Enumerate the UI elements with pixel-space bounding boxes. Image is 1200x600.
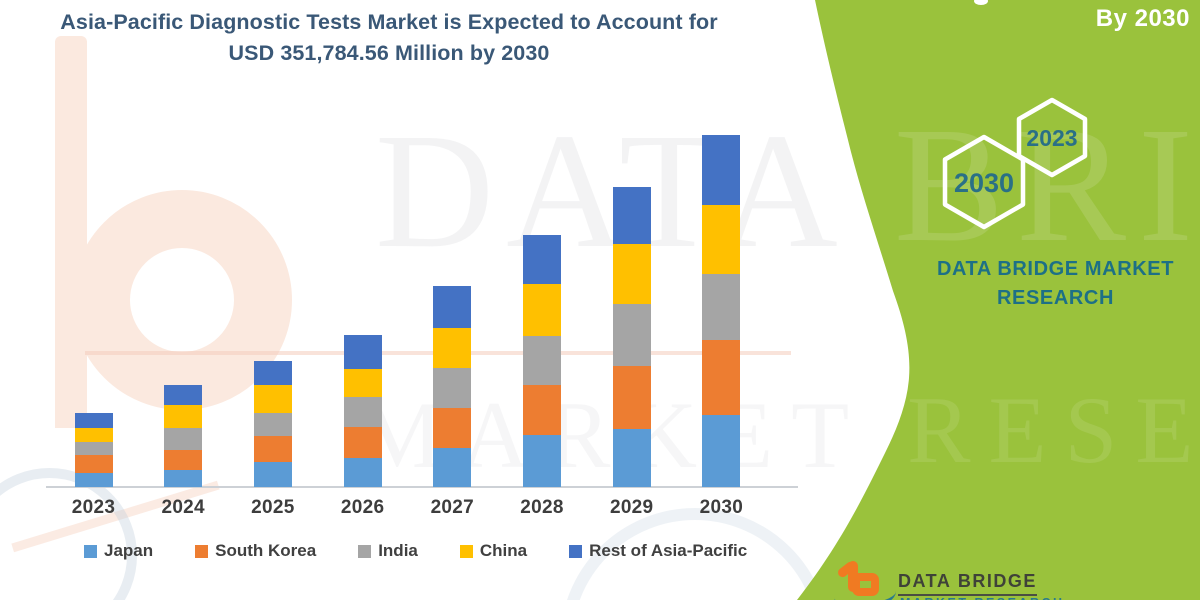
bar-2030 <box>702 135 741 487</box>
legend-swatch-icon <box>358 544 372 558</box>
x-axis-label-2024: 2024 <box>161 497 205 518</box>
bar-segment-south-korea <box>343 427 382 458</box>
bar-2027 <box>433 285 472 487</box>
legend-label: China <box>479 541 528 560</box>
legend-swatch-icon <box>84 544 97 558</box>
bar-segment-china <box>343 368 382 397</box>
x-axis-label-2025: 2025 <box>251 497 295 518</box>
legend-swatch-icon <box>195 544 209 558</box>
legend-swatch-icon <box>569 544 583 558</box>
bar-segment-south-korea <box>523 385 561 435</box>
chart-title: Asia-Pacific Diagnostic Tests Market is … <box>25 7 753 68</box>
bar-segment-japan <box>343 457 382 487</box>
legend-label: India <box>378 541 418 560</box>
bar-2023 <box>74 412 113 487</box>
panel-brand-line1: DATA BRIDGE MARKET <box>936 258 1175 280</box>
side-panel-background <box>797 0 1200 600</box>
legend-item-china: China <box>459 541 528 561</box>
bar-segment-japan <box>253 462 292 487</box>
bar-segment-china <box>433 327 472 368</box>
logo-word2: BRIDGE <box>957 571 1037 591</box>
logo-subline: MARKET RESEARCH <box>900 596 1065 600</box>
x-axis-line <box>46 486 798 488</box>
bar-segment-south-korea <box>253 435 292 462</box>
bar-segment-india <box>74 442 113 456</box>
bar-segment-india <box>343 397 382 427</box>
panel-brand-text: DATA BRIDGE MARKET RESEARCH <box>928 255 1183 313</box>
hexagon-small-label: 2023 <box>1026 125 1077 151</box>
bar-segment-japan <box>612 428 651 487</box>
bar-segment-japan <box>74 473 113 487</box>
panel-brand-line2: RESEARCH <box>996 287 1115 309</box>
legend-label: Japan <box>104 541 154 560</box>
x-axis-label-2028: 2028 <box>520 497 564 518</box>
bar-segment-rest-of-asia-pacific <box>702 135 741 206</box>
legend-label: Rest of Asia-Pacific <box>589 541 748 560</box>
legend-item-rest-of-asia-pacific: Rest of Asia-Pacific <box>569 541 747 561</box>
bar-segment-japan <box>164 470 203 487</box>
legend-label: South Korea <box>215 541 317 560</box>
bar-segment-japan <box>433 448 472 487</box>
bar-segment-india <box>612 303 651 366</box>
bar-segment-india <box>702 274 741 341</box>
company-logo: DATA BRIDGE MARKET RESEARCH <box>832 560 1116 600</box>
x-axis-label-2029: 2029 <box>609 497 654 518</box>
chart-legend: Japan South Korea India China Rest of Asia-P… <box>84 541 747 561</box>
chart-title-line1: Asia-Pacific Diagnostic Tests Market is … <box>60 10 718 34</box>
legend-item-india: India <box>358 541 418 561</box>
logo-word1: DATA <box>898 571 952 591</box>
bar-segment-japan <box>523 435 561 487</box>
bar-2029 <box>612 187 651 487</box>
bar-segment-south-korea <box>433 407 472 448</box>
by-2030-label: By 2030 <box>1095 5 1190 32</box>
bar-segment-japan <box>702 415 741 487</box>
hexagon-small <box>1016 97 1088 178</box>
bar-segment-china <box>74 428 113 443</box>
logo-b-bowl <box>852 573 879 596</box>
bar-segment-china <box>612 244 651 304</box>
bar-segment-rest-of-asia-pacific <box>612 187 651 245</box>
plot-area: 2023 2024 2025 2026 2027 2028 2029 2030 <box>46 135 798 518</box>
ghost-watermark-line2: MARKET RESEARCH <box>358 377 1200 483</box>
x-axis-label-2030: 2030 <box>699 497 744 518</box>
legend-item-japan: Japan <box>84 541 153 561</box>
ghost-watermark-line1: DATA BRIDGE <box>375 93 1200 276</box>
bar-segment-india <box>523 336 561 385</box>
cropped-glyph-dot <box>974 0 988 5</box>
bar-segment-india <box>433 367 472 408</box>
bar-segment-india <box>164 428 203 450</box>
bar-segment-china <box>164 405 203 429</box>
bar-segment-rest-of-asia-pacific <box>433 285 472 328</box>
bar-2028 <box>523 235 561 487</box>
chart-title-line2: USD 351,784.56 Million by 2030 <box>228 40 550 65</box>
bar-segment-china <box>523 284 561 336</box>
hexagon-large-label: 2030 <box>954 168 1014 198</box>
hexagon-large <box>942 134 1026 230</box>
legend-item-south-korea: South Korea <box>195 541 316 561</box>
x-axis-label-2023: 2023 <box>71 497 116 518</box>
bar-segment-rest-of-asia-pacific <box>523 235 561 284</box>
bar-segment-south-korea <box>74 455 113 473</box>
bar-segment-china <box>702 205 741 275</box>
bar-segment-south-korea <box>612 366 651 429</box>
x-axis-label-2027: 2027 <box>430 497 475 518</box>
bar-segment-india <box>253 413 292 436</box>
x-axis-label-2026: 2026 <box>340 497 385 518</box>
legend-swatch-icon <box>459 544 473 558</box>
logo-wordmark: DATA BRIDGE <box>898 571 1037 596</box>
bar-segment-south-korea <box>164 449 203 470</box>
